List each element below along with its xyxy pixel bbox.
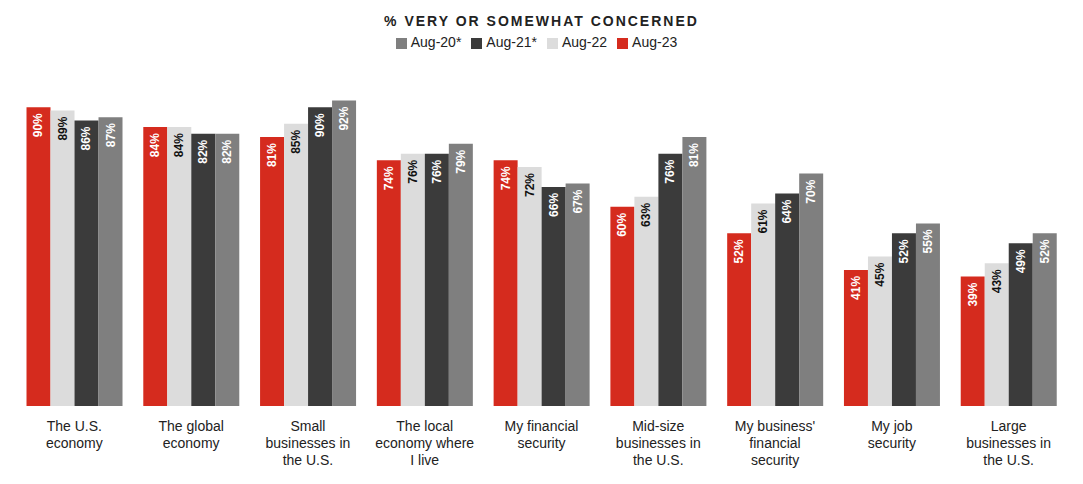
html-text:Aug-20*: Aug-20* xyxy=(410,34,462,50)
svg-text:43%: 43% xyxy=(990,269,1004,293)
html-text:Aug-23: Aug-23 xyxy=(632,34,678,50)
svg-text:52%: 52% xyxy=(732,239,746,263)
svg-text:64%: 64% xyxy=(780,199,794,223)
svg-text:85%: 85% xyxy=(289,129,303,153)
svg-text:81%: 81% xyxy=(687,143,701,167)
svg-text:66%: 66% xyxy=(547,193,561,217)
svg-text:The U.S.economy: The U.S.economy xyxy=(46,418,103,451)
svg-text:84%: 84% xyxy=(172,133,186,157)
svg-text:My business'financialsecurity: My business'financialsecurity xyxy=(735,418,815,468)
svg-text:Mid-sizebusinesses inthe U.S.: Mid-sizebusinesses inthe U.S. xyxy=(616,418,701,468)
svg-text:84%: 84% xyxy=(148,133,162,157)
svg-text:89%: 89% xyxy=(56,116,70,140)
svg-text:39%: 39% xyxy=(966,282,980,306)
svg-text:82%: 82% xyxy=(220,139,234,163)
svg-text:79%: 79% xyxy=(454,149,468,173)
svg-text:90%: 90% xyxy=(32,113,46,137)
svg-text:The globaleconomy: The globaleconomy xyxy=(158,418,223,451)
svg-text:41%: 41% xyxy=(849,276,863,300)
svg-text:70%: 70% xyxy=(804,179,818,203)
html-text:Aug-22: Aug-22 xyxy=(561,34,608,50)
svg-text:87%: 87% xyxy=(104,123,118,147)
svg-text:My jobsecurity: My jobsecurity xyxy=(868,418,916,451)
svg-text:76%: 76% xyxy=(430,159,444,183)
svg-text:86%: 86% xyxy=(80,126,94,150)
svg-text:67%: 67% xyxy=(571,189,585,213)
svg-text:90%: 90% xyxy=(313,113,327,137)
svg-text:72%: 72% xyxy=(523,173,537,197)
svg-text:92%: 92% xyxy=(337,106,351,130)
svg-text:81%: 81% xyxy=(265,143,279,167)
svg-text:45%: 45% xyxy=(873,262,887,286)
svg-text:76%: 76% xyxy=(663,159,677,183)
svg-text:49%: 49% xyxy=(1014,249,1028,273)
svg-text:74%: 74% xyxy=(382,166,396,190)
svg-text:63%: 63% xyxy=(639,203,653,227)
svg-text:Largebusinesses inthe U.S.: Largebusinesses inthe U.S. xyxy=(966,418,1051,468)
html-text:% VERY OR SOMEWHAT CONCERNED: % VERY OR SOMEWHAT CONCERNED xyxy=(384,13,699,29)
svg-text:52%: 52% xyxy=(1038,239,1052,263)
svg-text:The localeconomy whereI live: The localeconomy whereI live xyxy=(375,418,474,468)
svg-text:55%: 55% xyxy=(921,229,935,253)
svg-text:52%: 52% xyxy=(897,239,911,263)
svg-text:Smallbusinesses inthe U.S.: Smallbusinesses inthe U.S. xyxy=(266,418,351,468)
svg-text:60%: 60% xyxy=(615,212,629,236)
svg-text:74%: 74% xyxy=(499,166,513,190)
svg-text:My financialsecurity: My financialsecurity xyxy=(505,418,579,451)
html-text:Aug-21*: Aug-21* xyxy=(486,34,537,50)
svg-text:76%: 76% xyxy=(406,159,420,183)
svg-text:61%: 61% xyxy=(756,209,770,233)
svg-text:82%: 82% xyxy=(196,139,210,163)
